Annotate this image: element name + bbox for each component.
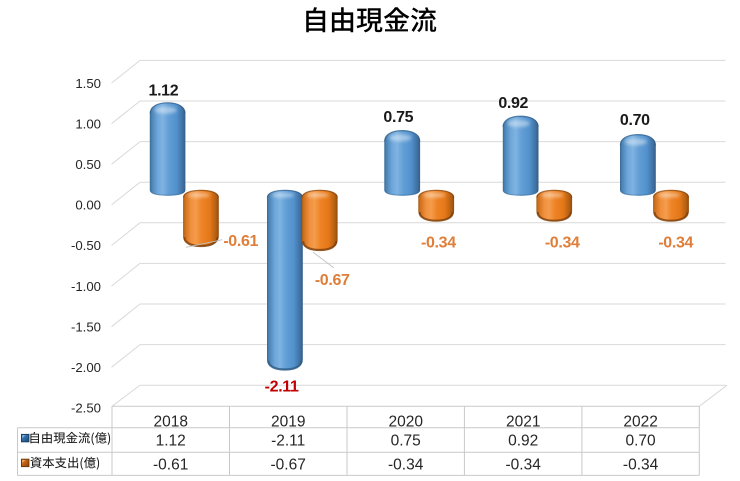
svg-text:-0.61: -0.61 xyxy=(153,456,188,473)
svg-text:2019: 2019 xyxy=(271,413,305,430)
svg-text:2022: 2022 xyxy=(623,413,657,430)
svg-text:0.92: 0.92 xyxy=(508,433,538,450)
svg-text:-0.34: -0.34 xyxy=(623,456,659,473)
svg-text:-0.67: -0.67 xyxy=(271,456,306,473)
svg-text:1.00: 1.00 xyxy=(75,116,101,131)
svg-text:-0.34: -0.34 xyxy=(506,456,542,473)
svg-text:0.00: 0.00 xyxy=(75,198,101,213)
svg-text:0.50: 0.50 xyxy=(75,157,101,172)
svg-text:0.75: 0.75 xyxy=(383,109,413,126)
svg-text:1.12: 1.12 xyxy=(156,433,186,450)
svg-text:1.12: 1.12 xyxy=(149,83,179,100)
svg-text:-0.61: -0.61 xyxy=(223,233,258,250)
svg-text:-2.50: -2.50 xyxy=(71,401,101,416)
svg-text:0.70: 0.70 xyxy=(626,433,657,450)
svg-text:-1.50: -1.50 xyxy=(71,319,101,334)
svg-text:-0.34: -0.34 xyxy=(421,235,456,252)
svg-text:-2.00: -2.00 xyxy=(71,360,101,375)
svg-text:-2.11: -2.11 xyxy=(265,379,299,396)
svg-text:0.75: 0.75 xyxy=(391,433,421,450)
svg-text:-0.67: -0.67 xyxy=(315,272,350,289)
svg-text:-0.34: -0.34 xyxy=(658,235,693,252)
svg-text:-0.34: -0.34 xyxy=(388,456,424,473)
svg-text:0.92: 0.92 xyxy=(498,95,528,112)
svg-text:2020: 2020 xyxy=(388,413,423,430)
svg-text:-2.11: -2.11 xyxy=(271,433,305,450)
svg-text:-0.50: -0.50 xyxy=(71,238,101,253)
svg-text:1.50: 1.50 xyxy=(75,76,101,91)
svg-text:2021: 2021 xyxy=(506,413,540,430)
svg-text:2018: 2018 xyxy=(153,413,187,430)
svg-text:-1.00: -1.00 xyxy=(71,279,101,294)
svg-text:-0.34: -0.34 xyxy=(545,235,580,252)
svg-text:0.70: 0.70 xyxy=(620,112,650,129)
